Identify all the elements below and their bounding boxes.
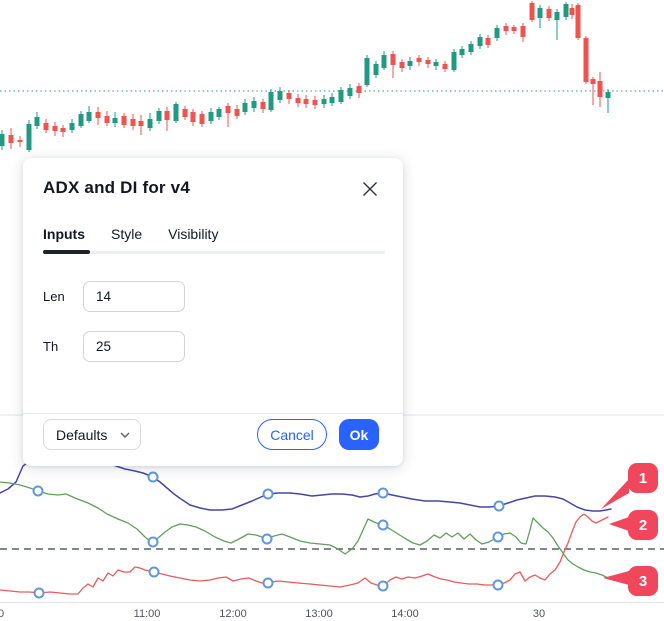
candlestick-series xyxy=(0,1,611,152)
time-axis-label: 11:00 xyxy=(133,608,161,620)
line-marker xyxy=(262,577,274,589)
tab-underline-rail xyxy=(43,251,385,254)
line-marker xyxy=(493,500,505,512)
field-row-len: Len xyxy=(43,281,185,312)
line-3-green xyxy=(0,481,609,579)
tab-style[interactable]: Style xyxy=(111,226,143,242)
line-marker xyxy=(261,533,273,545)
line-marker xyxy=(492,531,504,543)
len-input[interactable] xyxy=(83,281,185,312)
tab-visibility[interactable]: Visibility xyxy=(168,226,219,242)
dialog-tabs: Inputs Style Visibility xyxy=(43,226,218,242)
line-marker xyxy=(492,579,504,591)
dialog-footer: Defaults Cancel Ok xyxy=(23,419,403,450)
line-marker xyxy=(32,485,44,497)
time-axis-label: 0 xyxy=(0,608,5,620)
time-axis-label: 14:00 xyxy=(391,608,419,620)
time-axis-label: 13:00 xyxy=(305,608,333,620)
defaults-dropdown[interactable]: Defaults xyxy=(43,419,141,450)
ok-button[interactable]: Ok xyxy=(339,419,379,450)
line-marker xyxy=(147,536,159,548)
defaults-label: Defaults xyxy=(56,426,108,443)
th-label: Th xyxy=(43,339,59,354)
tab-active-underline xyxy=(43,250,90,254)
time-axis-label: 30 xyxy=(532,608,546,620)
close-icon[interactable] xyxy=(361,180,379,198)
line-marker xyxy=(148,566,160,578)
line-2-red xyxy=(0,513,609,599)
th-input[interactable] xyxy=(83,331,185,362)
line-marker xyxy=(377,519,389,531)
line-marker xyxy=(33,587,45,599)
line-marker xyxy=(377,487,389,499)
line-1-navy xyxy=(0,450,612,512)
annotation-badge-3[interactable]: 3 xyxy=(628,566,658,596)
field-row-th: Th xyxy=(43,331,185,362)
line-marker xyxy=(377,580,389,592)
badge-tail xyxy=(609,517,629,531)
len-label: Len xyxy=(43,289,65,304)
badge-tail xyxy=(601,479,629,509)
annotation-badge-2[interactable]: 2 xyxy=(628,510,658,540)
badge-tail xyxy=(603,571,629,585)
cancel-button[interactable]: Cancel xyxy=(257,419,327,450)
line-marker xyxy=(262,488,274,500)
dialog-title: ADX and DI for v4 xyxy=(43,178,190,197)
annotation-badge-1[interactable]: 1 xyxy=(628,463,658,493)
line-marker xyxy=(147,471,159,483)
tab-inputs[interactable]: Inputs xyxy=(43,226,85,242)
time-axis-label: 12:00 xyxy=(219,608,247,620)
time-axis[interactable]: 0 11:00 12:00 13:00 14:00 30 xyxy=(0,602,664,621)
footer-separator xyxy=(23,413,403,414)
chevron-down-icon xyxy=(120,432,130,438)
tab-underline-track xyxy=(43,250,385,254)
indicator-settings-dialog: ADX and DI for v4 Inputs Style Visibilit… xyxy=(23,158,403,466)
